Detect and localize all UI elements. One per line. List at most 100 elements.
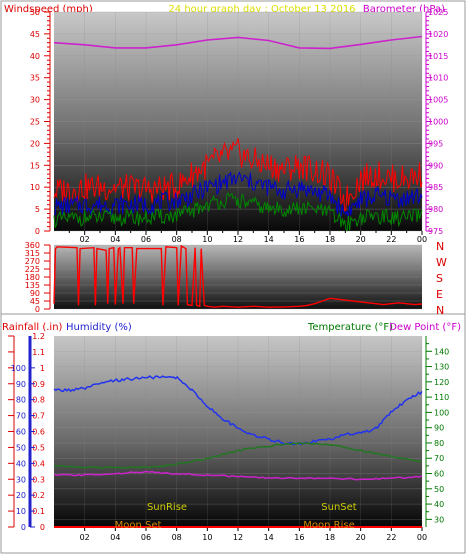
direction-tick-label: 180 — [25, 273, 40, 282]
humidity-tick-label: 20 — [16, 491, 26, 500]
rainfall-tick-label: 1.2 — [32, 332, 45, 341]
direction-tick-label: 360 — [25, 241, 40, 250]
humidity-tick-label: 0 — [21, 523, 26, 532]
humidity-tick-label: 70 — [16, 412, 26, 421]
humidity-time-tick-label: 18 — [325, 533, 335, 542]
barometer-tick-label: 990 — [428, 161, 443, 170]
wind-time-tick-label: 00 — [417, 235, 427, 244]
wind-time-tick-label: 04 — [110, 235, 120, 244]
rainfall-tick-label: 0.6 — [32, 428, 45, 437]
wind-time-tick-label: 18 — [325, 235, 335, 244]
rainfall-tick-label: 0.7 — [32, 412, 45, 421]
dewpoint-axis-title: Dew Point (°F) — [389, 322, 461, 333]
barometer-tick-label: 1010 — [428, 74, 448, 83]
wind-barometer-panel: Windspeed (mph) 24 hour graph day : Octo… — [4, 4, 448, 244]
wind-time-tick-label: 06 — [141, 235, 151, 244]
humidity-time-tick-label: 02 — [80, 533, 90, 542]
barometer-tick-label: 1005 — [428, 96, 448, 105]
barometer-axis-title: Barometer (hPa) — [363, 4, 445, 15]
wind-average-line — [53, 171, 423, 219]
windspeed-tick-label: 30 — [30, 96, 40, 105]
wind-time-tick-label: 10 — [202, 235, 212, 244]
wind-time-tick-label: 08 — [172, 235, 182, 244]
temperature-tick-label: 140 — [434, 347, 449, 356]
humidity-time-tick-label: 00 — [417, 533, 427, 542]
windspeed-tick-label: 50 — [30, 8, 40, 17]
temperature-tick-label: 110 — [434, 393, 449, 402]
compass-labels: N W S E N — [436, 240, 447, 317]
humidity-tick-label: 30 — [16, 475, 26, 484]
wind-gust-line — [53, 138, 423, 212]
sunrise-label: SunRise — [147, 502, 187, 513]
wind-time-tick-label: 12 — [233, 235, 243, 244]
temperature-tick-label: 60 — [434, 470, 444, 479]
humidity-time-tick-label: 22 — [386, 533, 396, 542]
direction-tick-label: 0 — [35, 305, 40, 314]
direction-plot-grid — [54, 244, 422, 310]
humidity-tick-label: 100 — [11, 364, 26, 373]
wind-time-tick-label: 16 — [294, 235, 304, 244]
humidity-time-tick-label: 04 — [110, 533, 120, 542]
direction-tick-label: 90 — [30, 289, 40, 298]
windspeed-tick-label: 0 — [35, 227, 40, 236]
direction-tick-label: 45 — [30, 297, 40, 306]
rainfall-axis-title: Rainfall (.in) — [2, 322, 63, 333]
wind-time-tick-label: 02 — [80, 235, 90, 244]
barometer-tick-label: 1000 — [428, 118, 448, 127]
wind-low-line — [53, 192, 423, 232]
rainfall-tick-label: 0.8 — [32, 396, 45, 405]
compass-label-n-top: N — [436, 240, 444, 253]
rainfall-tick-label: 1 — [40, 364, 45, 373]
wind-time-tick-label: 20 — [356, 235, 366, 244]
humidity-temperature-panel: Rainfall (.in) Humidity (%) Temperature … — [2, 322, 461, 542]
humidity-tick-label: 40 — [16, 459, 26, 468]
humidity-axis-title: Humidity (%) — [66, 322, 132, 333]
compass-label-w: W — [436, 256, 447, 269]
humidity-axis: 0 10 20 30 40 50 60 70 80 90 100 — [11, 336, 35, 532]
direction-tick-label: 225 — [25, 265, 40, 274]
humidity-time-tick-label: 14 — [264, 533, 274, 542]
rainfall-tick-label: 0.2 — [32, 491, 45, 500]
windspeed-tick-label: 40 — [30, 52, 40, 61]
barometer-tick-label: 985 — [428, 183, 443, 192]
direction-series — [53, 244, 423, 308]
direction-tick-label: 135 — [25, 281, 40, 290]
barometer-tick-label: 1025 — [428, 8, 448, 17]
direction-tick-label: 270 — [25, 257, 40, 266]
temperature-tick-label: 30 — [434, 515, 444, 524]
moonrise-label: Moon Rise — [303, 520, 354, 531]
rainfall-tick-label: 1.1 — [32, 348, 45, 357]
humidity-time-tick-label: 16 — [294, 533, 304, 542]
humidity-tick-label: 60 — [16, 428, 26, 437]
compass-label-n-bottom: N — [436, 304, 444, 317]
humidity-time-tick-label: 08 — [172, 533, 182, 542]
humidity-temperature-series — [53, 375, 423, 528]
windspeed-tick-label: 35 — [30, 74, 40, 83]
rainfall-tick-label: 0 — [40, 523, 45, 532]
wind-time-axis: 02 04 06 08 10 12 14 16 18 20 22 00 — [68, 231, 427, 244]
barometer-line — [53, 35, 423, 50]
humidity-tick-label: 90 — [16, 380, 26, 389]
rainfall-tick-label: 0.5 — [32, 443, 45, 452]
humidity-tick-label: 10 — [16, 507, 26, 516]
temperature-tick-label: 130 — [434, 363, 449, 372]
temperature-tick-label: 70 — [434, 454, 444, 463]
rainfall-tick-label: 0.4 — [32, 459, 45, 468]
wind-direction-line — [53, 244, 423, 308]
rainfall-axis: 0 0.1 0.2 0.3 0.4 0.5 0.6 0.7 0.8 0.9 1 1.1 1.2 — [8, 332, 45, 532]
wind-time-tick-label: 22 — [386, 235, 396, 244]
temperature-tick-label: 100 — [434, 408, 449, 417]
temperature-tick-label: 120 — [434, 378, 449, 387]
dewpoint-line — [53, 470, 423, 481]
windspeed-tick-label: 10 — [30, 183, 40, 192]
windspeed-tick-label: 20 — [30, 139, 40, 148]
temperature-tick-label: 90 — [434, 424, 444, 433]
temperature-axis-title: Temperature (°F) — [307, 322, 393, 333]
rainfall-tick-label: 0.3 — [32, 475, 45, 484]
rainfall-tick-label: 0.9 — [32, 380, 45, 389]
windspeed-tick-label: 45 — [30, 30, 40, 39]
moonset-label: Moon Set — [115, 520, 162, 531]
